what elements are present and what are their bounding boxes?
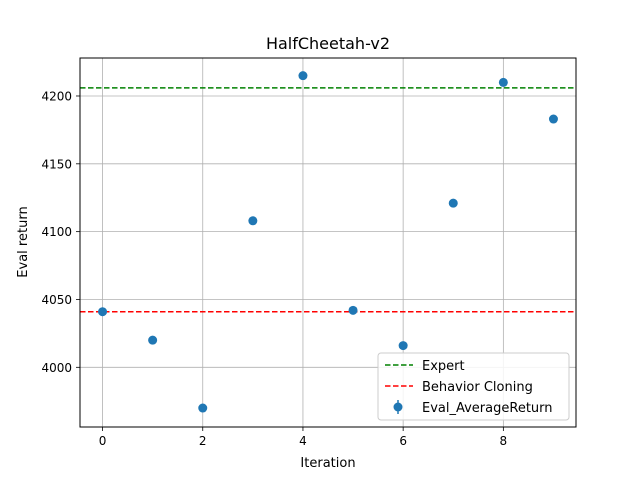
data-point bbox=[198, 403, 208, 413]
data-point bbox=[348, 305, 358, 315]
legend-eval-marker-swatch bbox=[393, 402, 403, 412]
y-tick-label: 4050 bbox=[41, 293, 72, 307]
data-point bbox=[148, 335, 158, 345]
x-tick-label: 4 bbox=[299, 434, 307, 448]
x-tick-label: 6 bbox=[399, 434, 407, 448]
data-point bbox=[498, 77, 508, 87]
data-point bbox=[298, 71, 308, 81]
chart-title: HalfCheetah-v2 bbox=[266, 34, 390, 53]
reference-lines bbox=[80, 87, 576, 313]
y-tick-label: 4150 bbox=[41, 157, 72, 171]
y-axis-label: Eval return bbox=[16, 206, 31, 277]
plot-area-frame bbox=[79, 57, 577, 428]
data-point bbox=[448, 198, 458, 208]
data-point bbox=[548, 114, 558, 124]
x-tick-label: 2 bbox=[199, 434, 207, 448]
data-point bbox=[398, 341, 408, 351]
y-tick-label: 4100 bbox=[41, 225, 72, 239]
legend-box bbox=[377, 352, 570, 421]
y-tick-label: 4200 bbox=[41, 89, 72, 103]
data-point bbox=[98, 307, 108, 317]
data-points bbox=[98, 71, 558, 413]
axis-ticks: 0 2 4 6 8 4000 4050 4100 4150 4200 bbox=[41, 89, 507, 448]
y-tick-label: 4000 bbox=[41, 361, 72, 375]
data-point bbox=[248, 216, 258, 226]
x-tick-label: 0 bbox=[99, 434, 107, 448]
x-axis-label: Iteration bbox=[300, 456, 355, 471]
legend-behavior-cloning-label: Behavior Cloning bbox=[422, 380, 533, 395]
legend-eval-label: Eval_AverageReturn bbox=[422, 401, 553, 416]
legend-expert-label: Expert bbox=[422, 359, 465, 374]
x-tick-label: 8 bbox=[500, 434, 508, 448]
legend: Expert Behavior Cloning Eval_AverageRetu… bbox=[377, 352, 570, 421]
